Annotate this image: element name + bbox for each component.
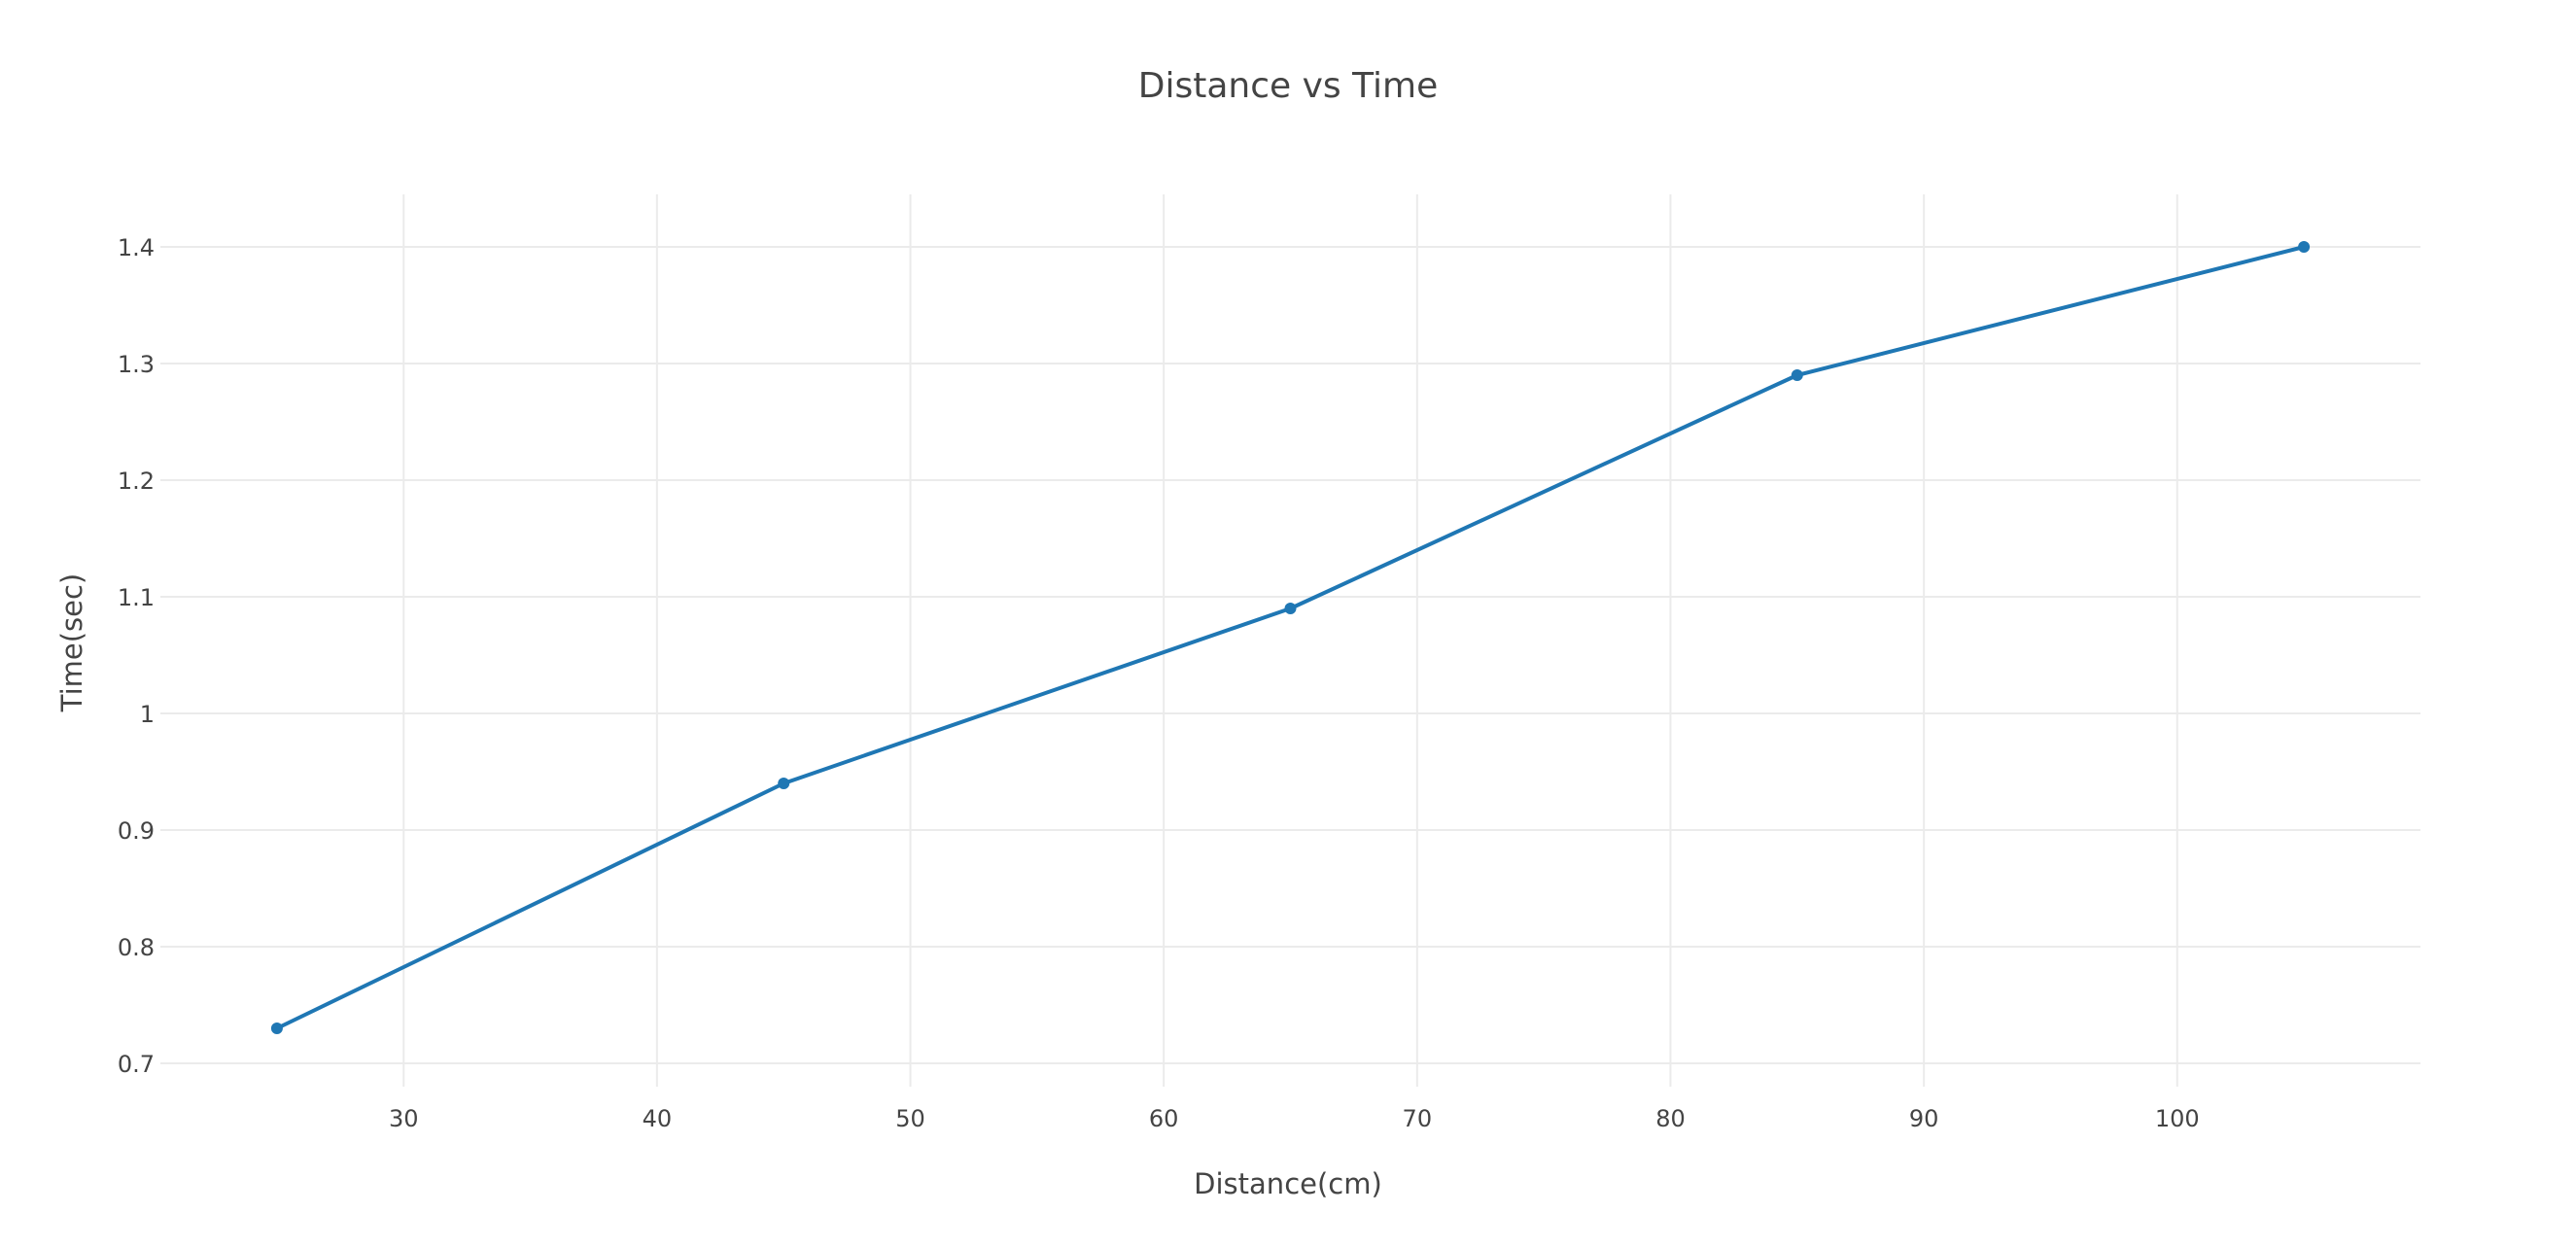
tick-labels: 30 40 50 60 70 80 90 100 0.7 0.8 0.9 1 1.1 1.2 1.3 1.4 (118, 234, 2200, 1132)
y-tick-label: 1.1 (118, 584, 155, 611)
y-axis-title: Time(sec) (55, 573, 88, 713)
y-tick-label: 0.7 (118, 1051, 155, 1078)
data-point[interactable] (1284, 603, 1297, 614)
data-point[interactable] (778, 778, 790, 789)
y-tick-label: 0.8 (118, 934, 155, 961)
x-tick-label: 70 (1403, 1105, 1433, 1132)
x-tick-label: 80 (1655, 1105, 1686, 1132)
x-axis-title: Distance(cm) (1194, 1167, 1382, 1200)
chart-title: Distance vs Time (1138, 66, 1438, 106)
data-point[interactable] (2298, 241, 2311, 253)
x-tick-label: 100 (2155, 1105, 2200, 1132)
x-tick-label: 60 (1149, 1105, 1179, 1132)
y-tick-label: 1.2 (118, 468, 155, 495)
y-tick-label: 0.9 (118, 817, 155, 845)
y-tick-label: 1 (140, 701, 155, 728)
y-tick-label: 1.3 (118, 351, 155, 378)
series-layer (270, 241, 2311, 1034)
grid-lines (160, 194, 2420, 1087)
data-point[interactable] (1791, 369, 1803, 381)
x-tick-label: 30 (389, 1105, 419, 1132)
data-point[interactable] (270, 1023, 283, 1034)
x-tick-label: 90 (1909, 1105, 1939, 1132)
x-tick-label: 40 (643, 1105, 673, 1132)
x-tick-label: 50 (895, 1105, 925, 1132)
y-tick-label: 1.4 (118, 234, 155, 261)
